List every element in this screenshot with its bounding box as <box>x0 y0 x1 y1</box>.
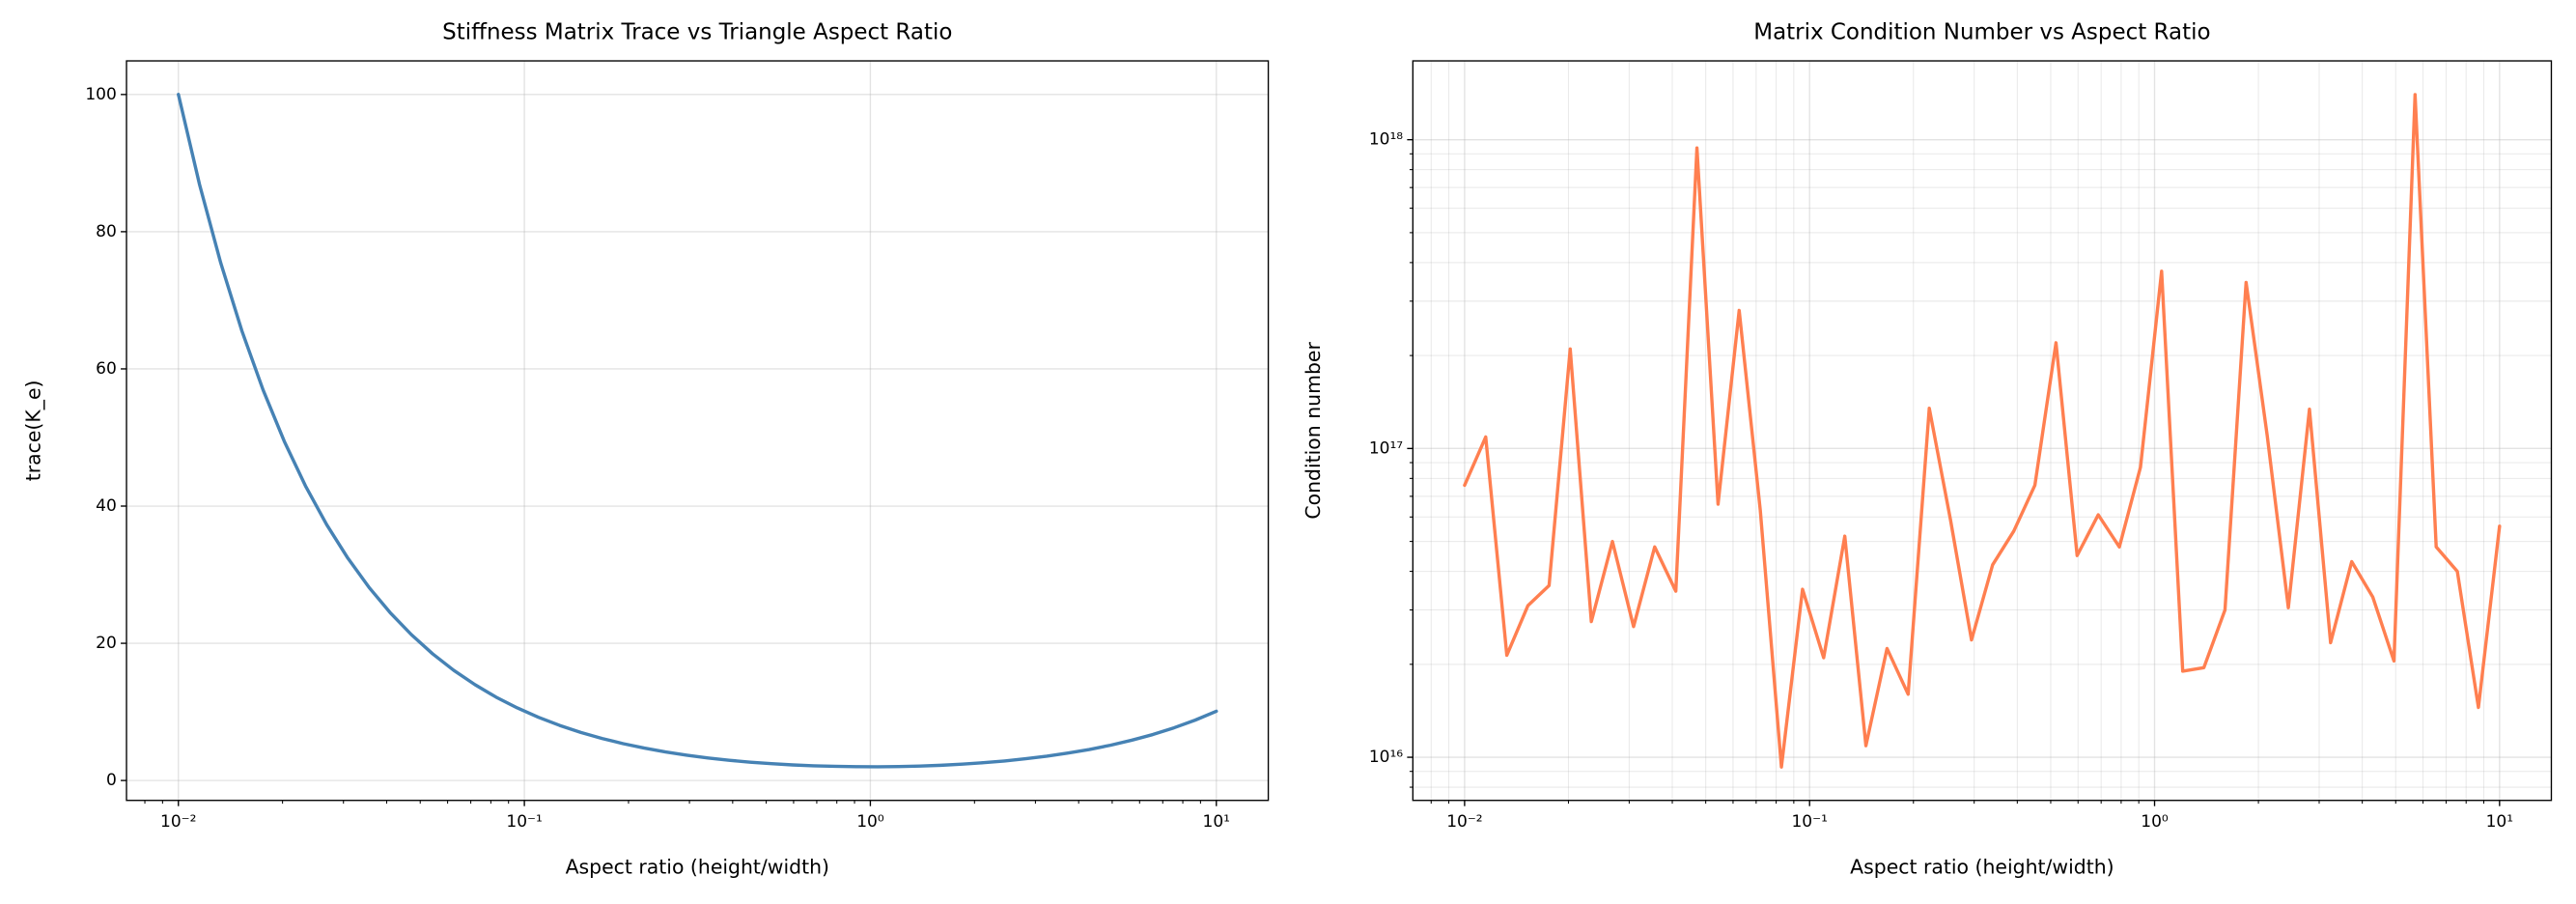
x-tick-label: 10⁰ <box>2141 812 2169 832</box>
plot-area <box>177 93 1218 769</box>
y-axis-label: trace(K_e) <box>22 381 45 482</box>
plot-area <box>1463 93 2502 769</box>
chart-title: Matrix Condition Number vs Aspect Ratio <box>1753 20 2210 45</box>
x-tick-label: 10¹ <box>2486 812 2513 832</box>
data-line <box>1463 93 2502 769</box>
x-axis-label: Aspect ratio (height/width) <box>1850 855 2114 878</box>
x-tick-label: 10⁻¹ <box>1791 812 1827 832</box>
axes-frame <box>1412 60 2553 802</box>
subplot: 10⁻² 10⁻¹ 10⁰ 10¹ 0 20 40 60 80 100 Stiffness Matr… <box>22 20 1270 878</box>
y-tick-label: 20 <box>96 634 117 653</box>
x-tick-label: 10¹ <box>1203 812 1230 832</box>
y-tick-label: 10¹⁷ <box>1369 438 1403 458</box>
y-axis-label: Condition number <box>1302 342 1325 520</box>
x-tick-label: 10⁻² <box>1446 812 1482 832</box>
chart-title: Stiffness Matrix Trace vs Triangle Aspec… <box>442 20 952 45</box>
y-tick-label: 0 <box>106 771 117 790</box>
y-tick-label: 10¹⁸ <box>1369 130 1403 150</box>
x-tick-label: 10⁻² <box>160 812 196 832</box>
y-tick-label: 100 <box>85 85 116 104</box>
y-tick-label: 60 <box>96 359 117 379</box>
y-tick-label: 40 <box>96 496 117 516</box>
x-tick-label: 10⁰ <box>856 812 884 832</box>
x-axis-label: Aspect ratio (height/width) <box>566 855 829 878</box>
subplot: 10⁻² 10⁻¹ 10⁰ 10¹ 10¹⁶ 10¹⁷ 10¹⁸ Matrix Conditi… <box>1302 20 2553 878</box>
data-line <box>177 93 1218 769</box>
y-tick-label: 80 <box>96 222 117 241</box>
y-tick-label: 10¹⁶ <box>1369 748 1403 767</box>
axes-frame <box>126 60 1270 802</box>
x-tick-label: 10⁻¹ <box>506 812 542 832</box>
